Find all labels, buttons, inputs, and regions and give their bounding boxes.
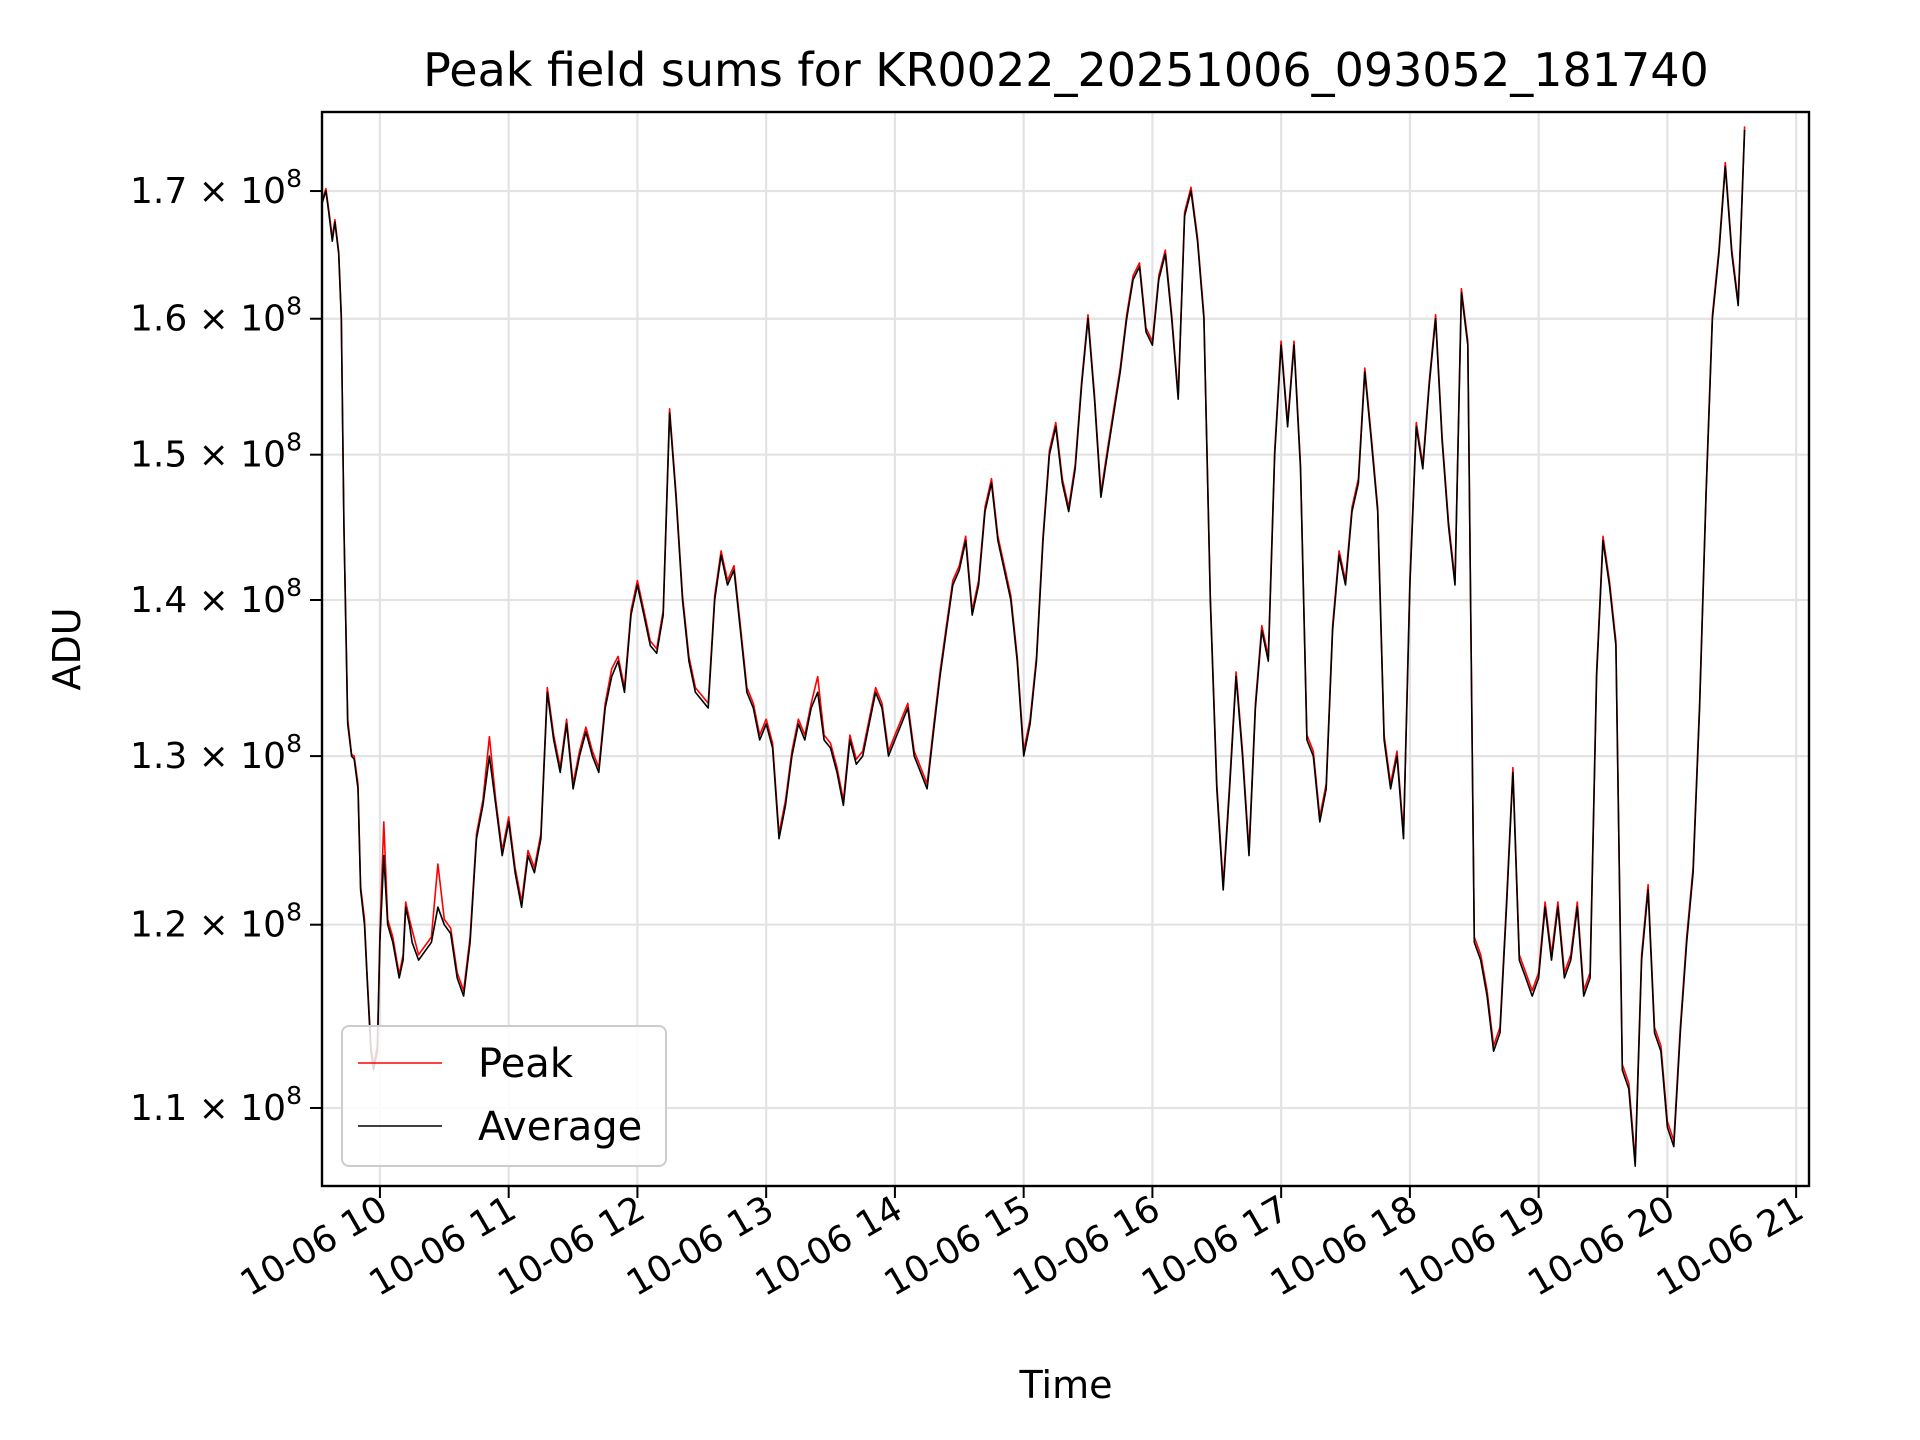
series-lines: [322, 126, 1746, 1167]
series-line-average: [322, 129, 1746, 1167]
x-tick-label: 10-06 10: [234, 1188, 395, 1304]
y-tick-label: 1.1 × 108: [130, 1081, 302, 1129]
x-tick-label: 10-06 21: [1650, 1188, 1811, 1304]
y-tick-label: 1.3 × 108: [130, 729, 302, 777]
y-tick-label: 1.2 × 108: [130, 898, 302, 946]
legend-peak-label: Peak: [478, 1041, 574, 1087]
x-tick-label: 10-06 12: [491, 1188, 652, 1304]
legend: Peak Average: [341, 1025, 667, 1167]
x-tick-label: 10-06 19: [1392, 1188, 1553, 1304]
legend-average-label: Average: [478, 1104, 642, 1150]
y-axis-ticks: 1.1 × 108 1.2 × 108 1.3 × 108 1.4 × 108 1.5 …: [130, 164, 322, 1129]
y-tick-label: 1.7 × 108: [130, 164, 302, 212]
x-tick-label: 10-06 18: [1264, 1188, 1425, 1304]
x-tick-label: 10-06 14: [749, 1188, 910, 1304]
y-tick-label: 1.5 × 108: [130, 428, 302, 476]
legend-box: [341, 1025, 667, 1167]
plot-frame: [320, 110, 1811, 1188]
x-tick-label: 10-06 11: [363, 1188, 524, 1304]
x-tick-label: 10-06 13: [620, 1188, 781, 1304]
x-axis-label: Time: [1019, 1363, 1113, 1407]
x-tick-label: 10-06 20: [1521, 1188, 1682, 1304]
series-line-peak: [322, 126, 1746, 1162]
y-tick-label: 1.4 × 108: [130, 573, 302, 621]
x-tick-label: 10-06 16: [1006, 1188, 1167, 1304]
x-tick-label: 10-06 17: [1135, 1188, 1296, 1304]
chart-title: Peak field sums for KR0022_20251006_0930…: [423, 43, 1709, 97]
grid: [322, 112, 1809, 1186]
y-tick-label: 1.6 × 108: [130, 292, 302, 340]
x-tick-label: 10-06 15: [877, 1188, 1038, 1304]
y-axis-label: ADU: [45, 607, 89, 690]
